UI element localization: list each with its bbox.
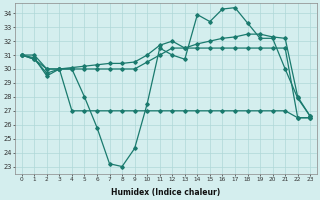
X-axis label: Humidex (Indice chaleur): Humidex (Indice chaleur) [111,188,220,197]
